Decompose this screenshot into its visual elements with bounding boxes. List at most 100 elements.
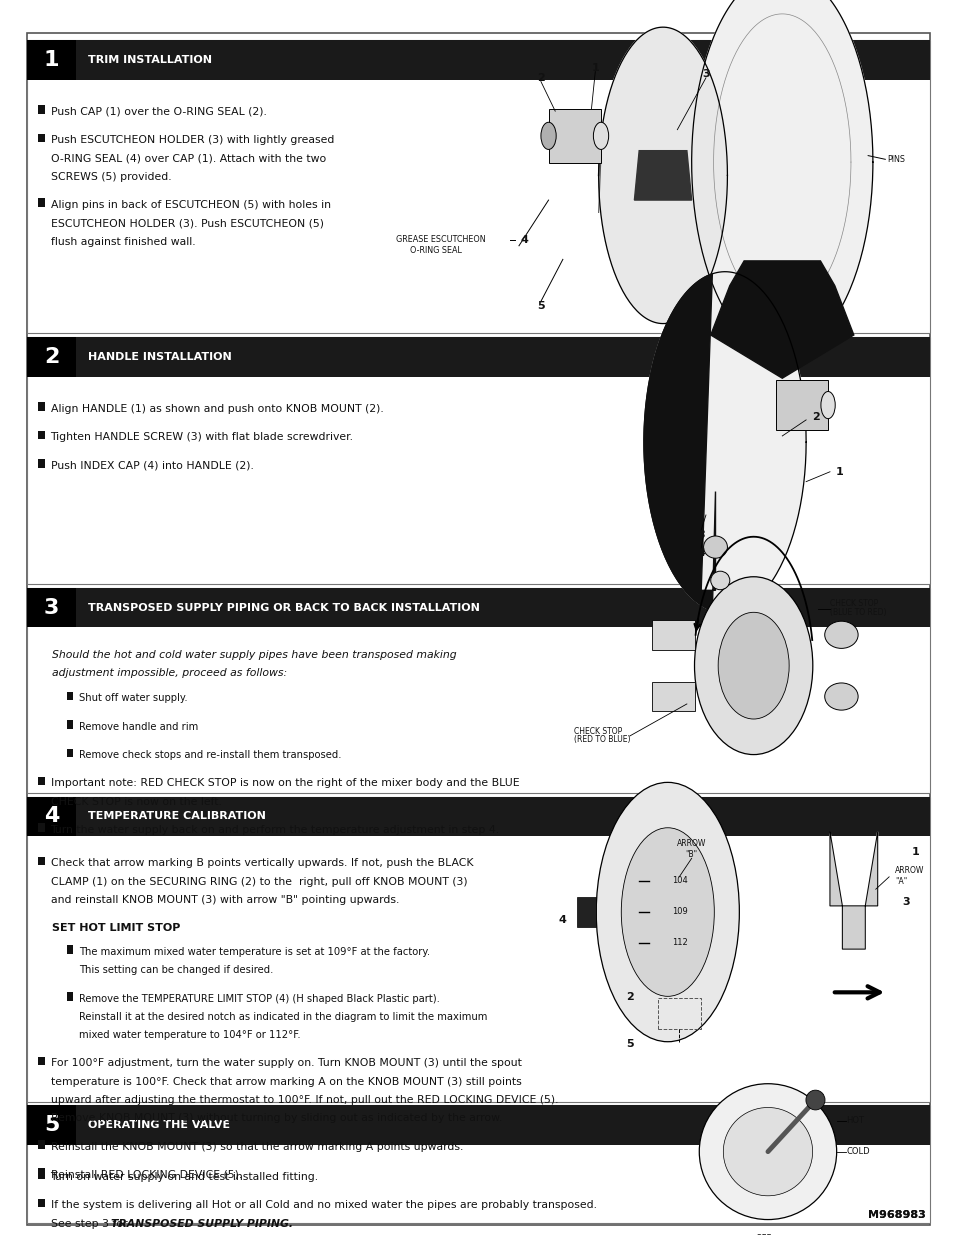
Text: Reinstall the KNOB MOUNT (3) so that the arrow marking A points upwards.: Reinstall the KNOB MOUNT (3) so that the… xyxy=(51,1141,462,1151)
Polygon shape xyxy=(643,274,715,610)
Ellipse shape xyxy=(805,1091,824,1110)
Bar xyxy=(38,824,45,832)
Text: TRIM INSTALLATION: TRIM INSTALLATION xyxy=(88,54,212,65)
Text: Remove check stops and re-install them transposed.: Remove check stops and re-install them t… xyxy=(79,750,341,760)
Text: 3: 3 xyxy=(902,897,909,906)
Text: 3: 3 xyxy=(701,69,709,79)
Bar xyxy=(38,777,45,785)
Bar xyxy=(67,692,73,700)
Text: Remove KNOB MOUNT (3) without turning by sliding out as indicated by the arrow.: Remove KNOB MOUNT (3) without turning by… xyxy=(51,1113,501,1124)
Text: O-RING SEAL: O-RING SEAL xyxy=(410,246,461,256)
Bar xyxy=(27,337,929,584)
Text: Remove the TEMPERATURE LIMIT STOP (4) (H shaped Black Plastic part).: Remove the TEMPERATURE LIMIT STOP (4) (H… xyxy=(79,994,439,1004)
Text: 109: 109 xyxy=(672,906,688,916)
Text: O-RING SEAL (4) over CAP (1). Attach with the two: O-RING SEAL (4) over CAP (1). Attach wit… xyxy=(51,153,326,163)
Text: 1: 1 xyxy=(835,467,842,477)
Text: GREASE ESCUTCHEON: GREASE ESCUTCHEON xyxy=(395,235,485,245)
Text: Turn on water supply on and test installed fitting.: Turn on water supply on and test install… xyxy=(51,1172,318,1182)
Text: OPERATING THE VALVE: OPERATING THE VALVE xyxy=(88,1120,230,1130)
Text: Tighten HANDLE SCREW (3) with flat blade screwdriver.: Tighten HANDLE SCREW (3) with flat blade… xyxy=(51,432,354,442)
Text: 2: 2 xyxy=(811,412,819,422)
Bar xyxy=(577,897,596,926)
Text: and reinstall KNOB MOUNT (3) with arrow "B" pointing upwards.: and reinstall KNOB MOUNT (3) with arrow … xyxy=(51,895,398,905)
Text: CLAMP (1) on the SECURING RING (2) to the  right, pull off KNOB MOUNT (3): CLAMP (1) on the SECURING RING (2) to th… xyxy=(51,877,467,887)
Ellipse shape xyxy=(593,122,608,149)
Text: TRANSPOSED SUPPLY PIPING.: TRANSPOSED SUPPLY PIPING. xyxy=(112,1219,294,1229)
Bar xyxy=(38,1171,45,1179)
Text: 3: 3 xyxy=(697,530,704,540)
Ellipse shape xyxy=(620,827,714,997)
Text: TEMPERATURE CALIBRATION: TEMPERATURE CALIBRATION xyxy=(88,811,265,821)
Bar xyxy=(548,109,600,163)
Bar xyxy=(67,748,73,757)
Text: 104: 104 xyxy=(672,877,688,885)
Bar xyxy=(27,588,929,793)
Text: 4: 4 xyxy=(697,548,704,558)
Ellipse shape xyxy=(540,122,556,149)
Text: "B": "B" xyxy=(685,850,697,860)
Text: (RED TO BLUE): (RED TO BLUE) xyxy=(574,735,630,745)
Polygon shape xyxy=(829,832,877,948)
Text: Align HANDLE (1) as shown and push onto KNOB MOUNT (2).: Align HANDLE (1) as shown and push onto … xyxy=(51,404,383,414)
Text: M968983: M968983 xyxy=(866,1210,924,1220)
Bar xyxy=(651,682,694,711)
Polygon shape xyxy=(634,151,691,200)
Text: For 100°F adjustment, turn the water supply on. Turn KNOB MOUNT (3) until the sp: For 100°F adjustment, turn the water sup… xyxy=(51,1058,521,1068)
Bar xyxy=(658,998,700,1030)
Bar xyxy=(38,1057,45,1066)
Text: SCREWS (5) provided.: SCREWS (5) provided. xyxy=(51,172,171,182)
Text: Push CAP (1) over the O-RING SEAL (2).: Push CAP (1) over the O-RING SEAL (2). xyxy=(51,107,266,117)
Polygon shape xyxy=(710,261,853,378)
Text: 1: 1 xyxy=(44,49,59,70)
Text: HOT: HOT xyxy=(845,1116,863,1125)
Text: COLD: COLD xyxy=(845,1147,869,1156)
Text: 3: 3 xyxy=(44,598,59,618)
Text: (BLUE TO RED): (BLUE TO RED) xyxy=(829,608,885,618)
Bar xyxy=(27,337,929,377)
Text: ARROW: ARROW xyxy=(677,839,705,848)
Bar xyxy=(775,380,827,430)
Bar xyxy=(27,41,929,80)
Text: 4: 4 xyxy=(558,915,566,925)
Ellipse shape xyxy=(699,1084,836,1220)
Ellipse shape xyxy=(596,783,739,1042)
Text: "A": "A" xyxy=(894,877,906,887)
Ellipse shape xyxy=(820,391,835,419)
Bar xyxy=(67,720,73,729)
Bar xyxy=(27,1105,929,1223)
Bar xyxy=(27,588,929,627)
Text: ARROW: ARROW xyxy=(894,866,923,876)
Text: adjustment impossible, proceed as follows:: adjustment impossible, proceed as follow… xyxy=(52,668,287,678)
Text: ESCUTCHEON HOLDER (3). Push ESCUTCHEON (5): ESCUTCHEON HOLDER (3). Push ESCUTCHEON (… xyxy=(51,219,323,228)
Text: See step 3 for: See step 3 for xyxy=(51,1219,131,1229)
Bar xyxy=(27,41,929,333)
Text: Remove handle and rim: Remove handle and rim xyxy=(79,721,198,732)
Text: temperature is 100°F. Check that arrow marking A on the KNOB MOUNT (3) still poi: temperature is 100°F. Check that arrow m… xyxy=(51,1077,520,1087)
Text: 4: 4 xyxy=(44,806,59,826)
Text: HANDLE INSTALLATION: HANDLE INSTALLATION xyxy=(88,352,232,362)
Bar xyxy=(38,857,45,866)
Bar xyxy=(27,797,929,1102)
Text: 4: 4 xyxy=(520,235,528,245)
Text: 1: 1 xyxy=(911,847,919,857)
Text: Check that arrow marking B points vertically upwards. If not, push the BLACK: Check that arrow marking B points vertic… xyxy=(51,858,473,868)
Bar xyxy=(38,1199,45,1208)
Text: mixed water temperature to 104°F or 112°F.: mixed water temperature to 104°F or 112°… xyxy=(79,1030,300,1040)
Bar xyxy=(67,992,73,1000)
Text: This setting can be changed if desired.: This setting can be changed if desired. xyxy=(79,966,274,976)
Text: OFF: OFF xyxy=(754,1234,771,1235)
Text: 5: 5 xyxy=(625,1039,633,1049)
Bar xyxy=(38,431,45,440)
Bar xyxy=(38,1140,45,1149)
Text: Push ESCUTCHEON HOLDER (3) with lightly greased: Push ESCUTCHEON HOLDER (3) with lightly … xyxy=(51,135,334,146)
Bar xyxy=(27,1105,76,1145)
Bar xyxy=(27,41,76,80)
Ellipse shape xyxy=(710,571,729,590)
Text: Reinstall RED LOCKING DEVICE (5).: Reinstall RED LOCKING DEVICE (5). xyxy=(51,1170,241,1179)
Bar xyxy=(38,459,45,468)
Text: 112: 112 xyxy=(672,939,688,947)
Text: Should the hot and cold water supply pipes have been transposed making: Should the hot and cold water supply pip… xyxy=(52,650,456,659)
Ellipse shape xyxy=(718,613,788,719)
Bar xyxy=(27,797,929,836)
Ellipse shape xyxy=(823,621,858,648)
